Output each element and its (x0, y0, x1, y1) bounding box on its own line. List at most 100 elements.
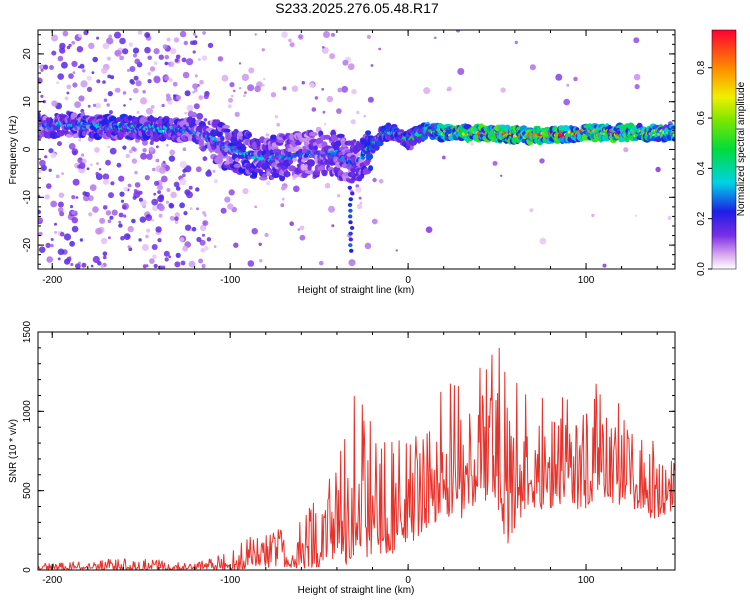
spectrogram-noise-blob (75, 196, 79, 199)
spectrogram-noise-blob (228, 97, 233, 103)
spectrogram-noise-blob (288, 38, 292, 43)
spectrogram-noise-blob (202, 220, 209, 227)
spectrogram-noise-blob (188, 185, 193, 190)
spectrogram-noise-blob (146, 107, 153, 115)
spectrogram-noise-blob (500, 174, 503, 177)
spectrogram-noise-blob (55, 174, 60, 179)
spectrogram-noise-blob (42, 100, 46, 104)
spectrogram-noise-blob (146, 153, 153, 160)
spectrogram-noise-blob (203, 214, 207, 217)
spectrogram-noise-blob (280, 203, 285, 208)
spectrogram-noise-blob (181, 57, 187, 63)
spectrogram-noise-blob (106, 103, 110, 107)
spectrogram-noise-blob (336, 108, 342, 114)
spectrogram-noise-blob (189, 228, 193, 232)
spectrogram-noise-blob (140, 152, 148, 160)
spectrogram-noise-blob (158, 213, 163, 218)
spectrogram-noise-blob (367, 96, 374, 103)
spectrogram-noise-blob (88, 42, 95, 49)
spectrogram-noise-blob (86, 86, 93, 92)
spectrogram-noise-blob (358, 196, 362, 200)
spectrogram-noise-blob (161, 265, 166, 269)
spectrogram-noise-blob (200, 224, 207, 231)
spectrogram-noise-blob (159, 166, 167, 174)
spectrogram-noise-blob (179, 30, 187, 38)
spectrogram-noise-blob (80, 80, 88, 88)
spectrogram-noise-blob (566, 83, 570, 87)
spectrogram-noise-blob (103, 255, 107, 260)
spectrogram-noise-blob (192, 50, 196, 54)
spectrogram-noise-blob (66, 45, 71, 50)
spectrogram-noise-blob (152, 254, 157, 260)
spectrogram-ridge (38, 111, 675, 253)
spectrogram-noise-blob (314, 96, 319, 100)
spectrogram-noise-blob (59, 42, 66, 50)
spectrogram-noise-blob (92, 206, 99, 213)
spectrogram-noise-blob (184, 90, 191, 97)
spectrogram-x-label: Height of straight line (km) (298, 285, 415, 296)
spectrogram-noise-blob (221, 74, 229, 82)
spectrogram-noise-blob (529, 208, 534, 213)
spectrogram-noise-blob (355, 186, 362, 193)
spectrogram-noise-blob (258, 242, 262, 246)
spectrogram-noise-blob (192, 91, 195, 94)
spectrogram-noise-blob (254, 85, 261, 93)
spectrogram-noise-blob (161, 161, 167, 168)
spectrogram-ridge-blob (293, 174, 299, 178)
spectrogram-noise-blob (135, 80, 142, 87)
y-tick-label: -10 (22, 190, 33, 205)
spectrogram-noise-blob (43, 64, 49, 70)
spectrogram-noise-blob (323, 31, 330, 38)
spectrogram-noise-blob (150, 218, 155, 222)
spectrogram-noise-blob (142, 139, 148, 146)
spectrogram-noise-blob (107, 219, 112, 223)
spectrogram-noise-blob (126, 234, 130, 238)
spectrogram-noise-blob (202, 156, 208, 162)
spectrogram-noise-blob (100, 264, 105, 269)
spectrogram-noise-blob (173, 181, 180, 188)
spectrogram-noise-blob (233, 242, 239, 248)
spectrogram-streak-blob (349, 225, 355, 230)
spectrogram-noise-blob (170, 191, 177, 199)
spectrogram-noise-blob (182, 245, 189, 252)
spectrogram-noise-blob (127, 225, 134, 233)
spectrogram-noise-blob (602, 263, 607, 268)
spectrogram-noise-blob (109, 215, 114, 220)
spectrogram-ridge-blob (285, 170, 290, 178)
spectrogram-noise-blob (196, 112, 204, 120)
spectrogram-noise-blob (168, 61, 175, 68)
spectrogram-ridge-blob (305, 169, 314, 175)
spectrogram-noise-blob (192, 83, 199, 90)
spectrogram-noise-blob (46, 183, 52, 189)
spectrogram-noise-blob (227, 203, 234, 210)
spectrogram-noise-blob (322, 46, 325, 49)
spectrogram-noise-blob (120, 199, 125, 203)
spectrogram-noise-blob (363, 115, 366, 118)
spectrogram-noise-blob (324, 182, 331, 189)
spectrogram-noise-blob (247, 84, 255, 92)
x-tick-label: -200 (42, 275, 62, 286)
spectrogram-noise-blob (150, 105, 155, 109)
spectrogram-noise-blob (94, 147, 100, 153)
spectrogram-noise-blob (326, 95, 334, 103)
spectrogram-noise-blob (164, 61, 169, 66)
spectrogram-noise-blob (151, 198, 159, 206)
spectrogram-noise-blob (164, 54, 170, 60)
x-tick-label: 0 (405, 275, 411, 286)
spectrogram-noise-blob (195, 166, 202, 173)
spectrogram-noise-blob (309, 82, 315, 88)
spectrogram-noise-blob (168, 155, 176, 162)
spectrogram-noise-blob (118, 212, 124, 218)
spectrogram-noise-blob (68, 143, 76, 150)
spectrogram-noise-blob (116, 162, 122, 168)
spectrogram-noise-blob (127, 245, 131, 249)
spectrogram-noise-blob (341, 85, 349, 93)
spectrogram-noise-blob (101, 67, 108, 74)
spectrogram-noise-blob (123, 214, 127, 218)
spectrogram-noise-blob (131, 146, 136, 151)
spectrogram-noise-blob (182, 71, 190, 79)
spectrogram-noise-blob (190, 40, 195, 46)
spectrogram-noise-blob (167, 100, 173, 105)
colorbar-tick-label: 0.4 (696, 161, 707, 175)
spectrogram-ridge-blob (288, 165, 297, 172)
